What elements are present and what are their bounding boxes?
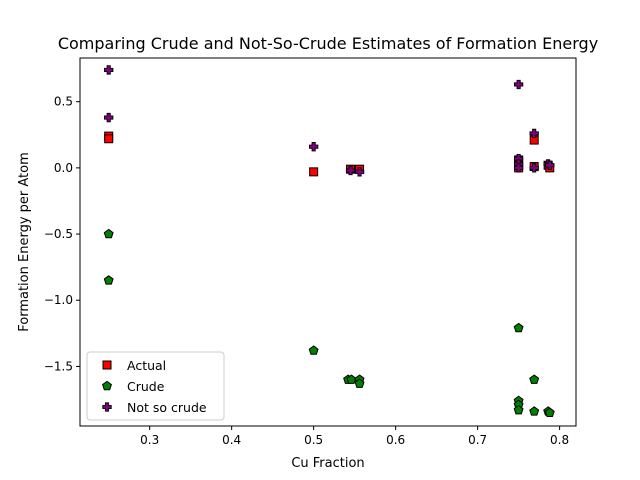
series-crude	[103, 228, 555, 417]
data-point	[309, 142, 319, 152]
data-point	[513, 163, 524, 173]
legend: Actual Crude Not so crude	[86, 351, 225, 421]
legend-marker	[102, 402, 112, 412]
data-point	[104, 134, 114, 144]
y-tick-label: −0.5	[44, 227, 73, 241]
data-point	[346, 374, 357, 384]
data-point	[104, 65, 114, 75]
data-point	[513, 404, 524, 415]
x-tick-label: 0.5	[304, 433, 323, 447]
data-point	[529, 128, 539, 139]
plot-frame	[79, 57, 577, 427]
data-point	[103, 275, 114, 285]
x-tick-label: 0.3	[140, 433, 159, 447]
data-point	[545, 160, 555, 170]
data-point	[513, 322, 524, 333]
x-tick-label: 0.4	[222, 433, 241, 447]
y-axis-label: Formation Energy per Atom	[17, 152, 32, 332]
data-point	[354, 167, 365, 177]
y-axis: −1.5 −1.0 −0.5 0.0 0.5	[44, 95, 80, 373]
y-tick-label: −1.5	[44, 359, 73, 373]
legend-label: Crude	[127, 379, 165, 394]
legend-label: Actual	[127, 358, 166, 373]
y-tick-label: −1.0	[44, 293, 73, 307]
data-point	[529, 163, 539, 173]
data-point	[544, 407, 555, 417]
y-tick-label: 0.0	[54, 161, 73, 175]
data-point	[308, 345, 319, 355]
x-tick-label: 0.7	[468, 433, 487, 447]
data-point	[309, 167, 319, 177]
data-point	[345, 165, 356, 176]
data-point	[529, 406, 540, 416]
legend-frame	[86, 351, 225, 421]
legend-label: Not so crude	[127, 400, 207, 415]
x-axis: 0.3 0.4 0.5 0.6 0.7 0.8	[140, 426, 569, 447]
legend-marker	[102, 360, 112, 370]
x-axis-label: Cu Fraction	[291, 456, 364, 471]
data-point	[513, 79, 524, 90]
plot-area	[79, 57, 577, 427]
data-point	[354, 378, 365, 388]
y-tick-label: 0.5	[54, 95, 73, 109]
chart-title: Comparing Crude and Not-So-Crude Estimat…	[58, 34, 598, 53]
x-tick-label: 0.8	[550, 433, 569, 447]
data-point	[103, 228, 114, 239]
legend-marker	[102, 380, 112, 391]
x-tick-label: 0.6	[386, 433, 405, 447]
series-not-so-crude	[104, 65, 555, 177]
data-point	[529, 374, 540, 384]
data-point	[104, 112, 114, 123]
